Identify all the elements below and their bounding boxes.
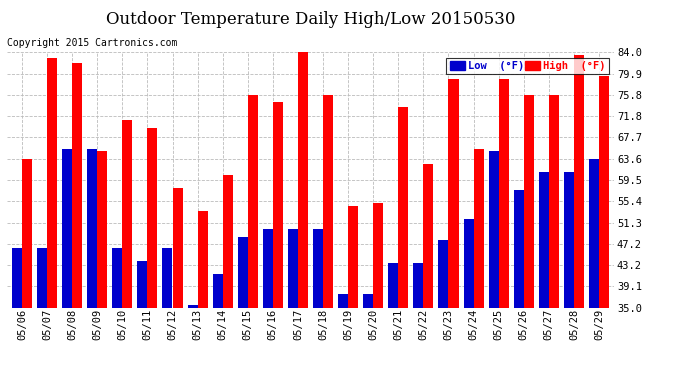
Bar [313, 230, 323, 308]
Bar [388, 263, 398, 308]
Bar [288, 230, 298, 308]
Bar [473, 149, 484, 308]
Bar [348, 206, 358, 308]
Bar [137, 261, 148, 308]
Bar [549, 95, 559, 308]
Bar [298, 53, 308, 308]
Bar [448, 78, 459, 308]
Bar [574, 55, 584, 308]
Legend: Low  (°F), High  (°F): Low (°F), High (°F) [446, 58, 609, 74]
Bar [112, 248, 122, 308]
Bar [323, 95, 333, 308]
Bar [62, 149, 72, 308]
Bar [599, 76, 609, 307]
Bar [238, 237, 248, 308]
Bar [489, 152, 499, 308]
Bar [363, 294, 373, 307]
Bar [539, 172, 549, 308]
Bar [398, 107, 408, 308]
Bar [122, 120, 132, 308]
Bar [499, 78, 509, 308]
Bar [72, 63, 82, 308]
Bar [22, 159, 32, 308]
Bar [263, 230, 273, 308]
Bar [524, 95, 534, 308]
Bar [223, 175, 233, 308]
Bar [97, 152, 107, 308]
Bar [273, 102, 283, 308]
Bar [564, 172, 574, 308]
Bar [373, 203, 383, 308]
Bar [148, 128, 157, 308]
Bar [338, 294, 348, 307]
Bar [424, 164, 433, 308]
Text: Copyright 2015 Cartronics.com: Copyright 2015 Cartronics.com [7, 38, 177, 48]
Bar [47, 58, 57, 308]
Bar [37, 248, 47, 308]
Bar [514, 190, 524, 308]
Bar [188, 305, 197, 308]
Bar [248, 95, 258, 308]
Bar [213, 274, 223, 308]
Bar [87, 149, 97, 308]
Bar [162, 248, 172, 308]
Bar [12, 248, 22, 308]
Bar [413, 263, 424, 308]
Bar [438, 240, 449, 308]
Bar [197, 211, 208, 308]
Bar [589, 159, 599, 308]
Text: Outdoor Temperature Daily High/Low 20150530: Outdoor Temperature Daily High/Low 20150… [106, 11, 515, 28]
Bar [172, 188, 183, 308]
Bar [464, 219, 473, 308]
